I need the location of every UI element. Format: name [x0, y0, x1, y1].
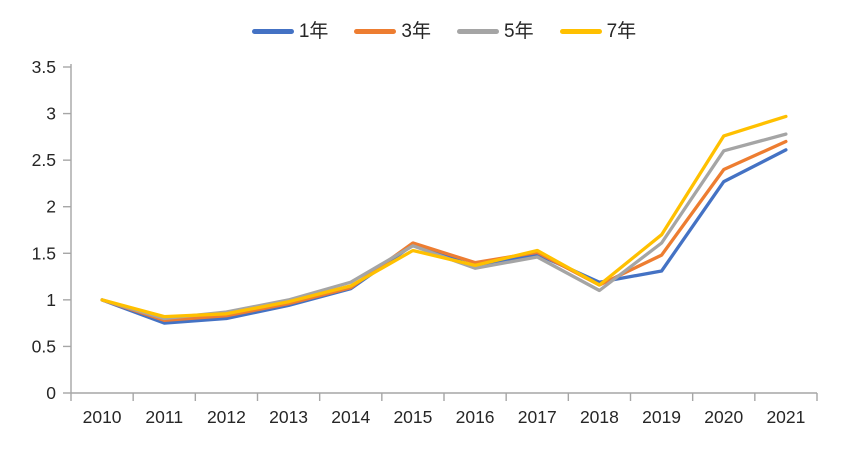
x-tick-label-2015: 2015 [393, 407, 432, 427]
chart-legend: 1年 3年 5年 7年 [71, 22, 817, 41]
x-tick-label-2013: 2013 [269, 407, 308, 427]
legend-label: 1年 [298, 21, 329, 42]
y-tick-label-2: 2 [46, 197, 56, 217]
y-tick-label-1.5: 1.5 [32, 243, 56, 263]
y-tick-label-0.5: 0.5 [32, 336, 56, 356]
x-tick-label-2021: 2021 [766, 407, 805, 427]
x-tick-label-2019: 2019 [642, 407, 681, 427]
y-tick-label-3.5: 3.5 [32, 57, 56, 77]
series-line-3年 [100, 139, 788, 322]
x-tick-label-2020: 2020 [704, 407, 743, 427]
legend-label: 3年 [401, 21, 431, 42]
series-line-1年 [100, 148, 788, 325]
legend-line-swatch-1年 [251, 29, 294, 34]
legend-item-7年: 7年 [559, 21, 637, 42]
series-line-7年 [100, 114, 788, 319]
y-tick-label-2.5: 2.5 [32, 150, 56, 170]
y-tick-label-0: 0 [46, 383, 56, 403]
x-tick-label-2016: 2016 [456, 407, 495, 427]
legend-label: 5年 [504, 21, 534, 42]
legend-item-3年: 3年 [354, 22, 431, 41]
legend-line-swatch-3年 [354, 29, 397, 34]
x-tick-label-2018: 2018 [580, 407, 619, 427]
legend-item-1年: 1年 [251, 21, 329, 42]
legend-item-5年: 5年 [457, 22, 534, 41]
legend-label: 7年 [606, 21, 637, 42]
legend-line-swatch-7年 [559, 29, 602, 34]
legend-line-swatch-5年 [457, 29, 499, 34]
x-tick-label-2010: 2010 [83, 407, 122, 427]
y-tick-label-3: 3 [46, 104, 56, 124]
x-tick-label-2017: 2017 [518, 407, 557, 427]
y-tick-label-1: 1 [46, 290, 56, 310]
x-tick-label-2012: 2012 [207, 407, 246, 427]
x-tick-label-2011: 2011 [145, 407, 183, 427]
x-tick-label-2014: 2014 [331, 407, 370, 427]
